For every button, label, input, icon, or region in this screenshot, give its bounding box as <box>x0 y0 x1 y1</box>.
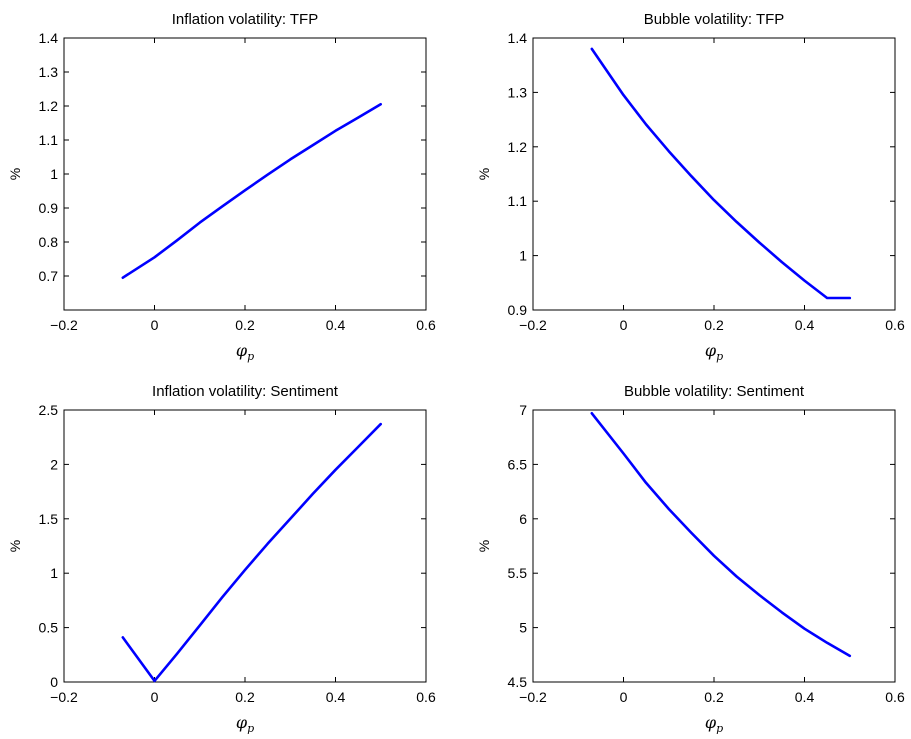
y-tick-label: 1.3 <box>508 84 528 100</box>
y-tick-label: 0.9 <box>39 200 59 216</box>
y-tick-label: 1.1 <box>508 193 528 209</box>
y-tick-label: 1.5 <box>39 511 59 527</box>
y-tick-label: 6.5 <box>508 456 528 472</box>
y-tick-label: 1 <box>50 565 58 581</box>
x-tick-label: 0.4 <box>795 689 815 705</box>
x-axis-label-subscript: p <box>716 722 723 734</box>
x-tick-label: 0 <box>620 317 628 333</box>
chart-title: Bubble volatility: Sentiment <box>624 383 805 400</box>
x-tick-label: −0.2 <box>50 317 78 333</box>
y-tick-label: 2.5 <box>39 402 59 418</box>
x-axis-label: φp <box>236 341 254 363</box>
y-tick-label: 2 <box>50 456 58 472</box>
x-axis-label-subscript: p <box>716 350 723 363</box>
y-tick-label: 1.2 <box>508 139 528 155</box>
y-tick-label: 0 <box>50 674 58 690</box>
y-tick-label: 4.5 <box>508 674 528 690</box>
x-tick-label: 0.6 <box>416 317 436 333</box>
y-tick-label: 1.3 <box>39 64 59 80</box>
y-tick-label: 1 <box>50 166 58 182</box>
x-tick-label: 0.6 <box>416 689 436 705</box>
x-tick-label: −0.2 <box>519 317 547 333</box>
x-tick-label: −0.2 <box>519 689 547 705</box>
x-axis-label-symbol: φ <box>705 341 717 360</box>
y-tick-label: 5.5 <box>508 565 528 581</box>
x-axis-label-symbol: φ <box>236 713 248 732</box>
y-tick-label: 0.5 <box>39 620 59 636</box>
axes-box <box>64 38 426 310</box>
y-tick-label: 1.2 <box>39 98 59 114</box>
y-tick-label: 1.1 <box>39 132 59 148</box>
y-axis-label: % <box>7 168 23 180</box>
y-axis-label: % <box>476 168 492 180</box>
x-axis-label-subscript: p <box>247 722 254 734</box>
x-tick-label: 0.4 <box>795 317 815 333</box>
series-line <box>123 104 381 277</box>
y-tick-label: 0.8 <box>39 234 59 250</box>
chart-title: Bubble volatility: TFP <box>644 11 785 28</box>
chart-panel-4: Bubble volatility: Sentiment −0.2 0 0.2 0.4 0… <box>476 383 905 734</box>
series-line <box>123 424 381 681</box>
x-axis-label: φp <box>705 713 723 734</box>
x-tick-label: 0 <box>151 317 159 333</box>
x-tick-label: 0.2 <box>235 689 255 705</box>
y-axis-label: % <box>7 540 23 552</box>
chart-panel-1: Inflation volatility: TFP −0.2 0 0.2 0.4 0.6 0… <box>7 11 436 363</box>
y-tick-label: 7 <box>519 402 527 418</box>
x-axis-label-symbol: φ <box>236 341 248 360</box>
chart-title: Inflation volatility: Sentiment <box>152 383 339 400</box>
axes-box <box>533 38 895 310</box>
x-tick-label: 0.2 <box>704 689 724 705</box>
x-tick-label: 0 <box>620 689 628 705</box>
y-tick-label: 6 <box>519 511 527 527</box>
chart-panel-2: Bubble volatility: TFP −0.2 0 0.2 0.4 0.6 0.9 1… <box>476 11 905 363</box>
y-tick-label: 0.7 <box>39 268 59 284</box>
series-line <box>592 49 850 298</box>
x-tick-label: 0.2 <box>704 317 724 333</box>
y-tick-label: 1.4 <box>39 30 59 46</box>
series-line <box>592 413 850 656</box>
y-tick-label: 0.9 <box>508 302 528 318</box>
x-tick-label: −0.2 <box>50 689 78 705</box>
x-axis-label-symbol: φ <box>705 713 717 732</box>
x-axis-label-subscript: p <box>247 350 254 363</box>
x-axis-label: φp <box>236 713 254 734</box>
axes-box <box>533 410 895 682</box>
y-axis-label: % <box>476 540 492 552</box>
x-tick-label: 0.6 <box>885 317 905 333</box>
y-tick-label: 5 <box>519 620 527 636</box>
y-tick-label: 1.4 <box>508 30 528 46</box>
x-axis-label: φp <box>705 341 723 363</box>
x-tick-label: 0.6 <box>885 689 905 705</box>
x-tick-label: 0.4 <box>326 689 346 705</box>
x-tick-label: 0.4 <box>326 317 346 333</box>
chart-title: Inflation volatility: TFP <box>172 11 318 28</box>
axes-box <box>64 410 426 682</box>
x-tick-label: 0.2 <box>235 317 255 333</box>
x-tick-label: 0 <box>151 689 159 705</box>
y-tick-label: 1 <box>519 248 527 264</box>
